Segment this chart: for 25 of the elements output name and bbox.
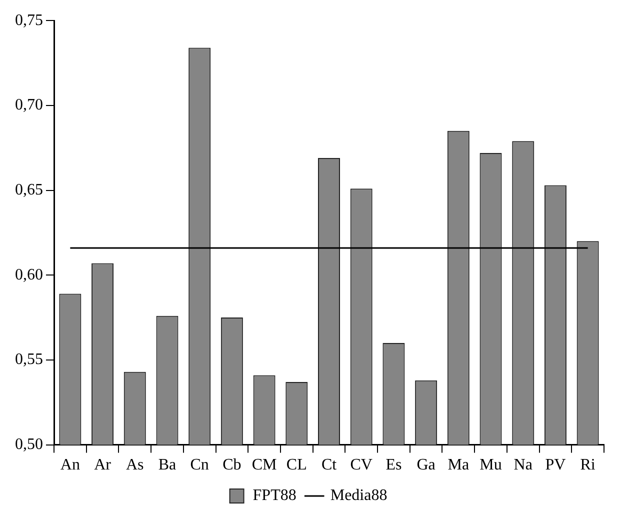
legend-label: FPT88 xyxy=(252,487,296,504)
x-tick-label: CM xyxy=(252,456,277,474)
y-tick-label: 0,60 xyxy=(15,266,43,284)
x-tick-label: Ma xyxy=(448,456,470,474)
x-tick-label: As xyxy=(126,456,144,474)
x-tick-label: CL xyxy=(286,456,307,474)
x-tick-label: Cn xyxy=(190,456,209,474)
x-tick-label: Mu xyxy=(480,456,502,474)
x-tick-label: An xyxy=(60,456,80,474)
x-tick-label: Na xyxy=(514,456,532,474)
x-tick-label: CV xyxy=(350,456,373,474)
x-tick-label: Ba xyxy=(158,456,176,474)
x-tick-label: Ga xyxy=(416,456,436,474)
x-tick-label: Ri xyxy=(580,456,596,474)
y-tick-label: 0,70 xyxy=(15,96,43,114)
y-tick-label: 0,50 xyxy=(15,436,43,454)
y-tick-label: 0,65 xyxy=(15,181,43,198)
x-tick-label: PV xyxy=(545,456,566,474)
y-tick-label: 0,55 xyxy=(15,351,43,368)
x-tick-label: Cb xyxy=(222,456,242,474)
x-tick-label: Ar xyxy=(94,456,112,474)
x-tick-label: Es xyxy=(386,456,402,474)
x-tick-label: Ct xyxy=(321,456,338,474)
y-tick-label: 0,75 xyxy=(15,12,43,29)
legend-label: Media88 xyxy=(330,487,388,504)
